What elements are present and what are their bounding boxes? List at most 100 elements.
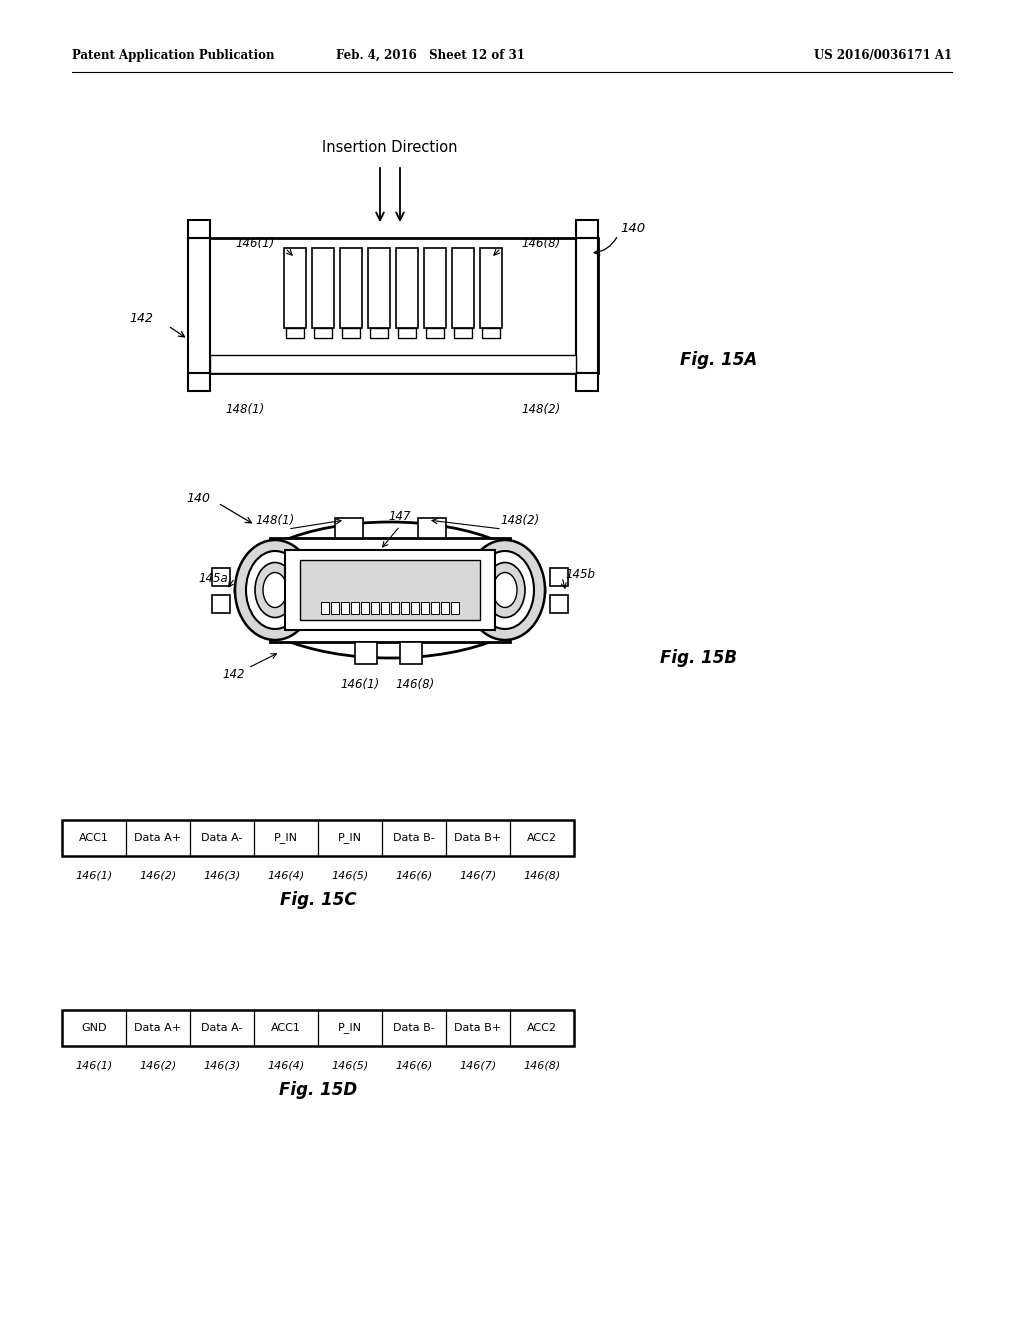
Text: P_IN: P_IN (338, 833, 362, 843)
Bar (335, 517, 362, 539)
Bar (370, 327, 388, 338)
Bar (411, 602, 419, 614)
Bar (351, 602, 359, 614)
Text: 146(8): 146(8) (523, 871, 560, 880)
Text: Fig. 15A: Fig. 15A (680, 351, 758, 370)
Bar (482, 327, 500, 338)
Text: Insertion Direction: Insertion Direction (323, 140, 458, 156)
Ellipse shape (263, 573, 287, 607)
Bar (312, 248, 334, 327)
Ellipse shape (234, 540, 315, 640)
Text: 146(4): 146(4) (267, 1061, 304, 1071)
Ellipse shape (234, 521, 545, 657)
Text: 148(2): 148(2) (500, 513, 540, 527)
Text: Patent Application Publication: Patent Application Publication (72, 49, 274, 62)
Text: 146(1): 146(1) (340, 678, 380, 690)
Text: 145b: 145b (565, 569, 595, 582)
Ellipse shape (465, 540, 545, 640)
Bar (284, 248, 306, 327)
Text: 148(1): 148(1) (225, 403, 264, 416)
Text: 146(7): 146(7) (460, 871, 497, 880)
Bar (480, 248, 502, 327)
Ellipse shape (255, 562, 295, 618)
Bar (212, 595, 230, 612)
Bar (426, 327, 444, 338)
Bar (431, 602, 439, 614)
Ellipse shape (493, 573, 517, 607)
Text: Data B-: Data B- (393, 1023, 435, 1034)
Text: 146(3): 146(3) (204, 1061, 241, 1071)
Bar (400, 642, 422, 664)
Text: 146(3): 146(3) (204, 871, 241, 880)
Bar (368, 248, 390, 327)
Text: 140: 140 (620, 222, 645, 235)
Bar (355, 642, 377, 664)
Bar (575, 238, 598, 374)
Bar (188, 374, 210, 391)
Bar (441, 602, 449, 614)
Text: Data B-: Data B- (393, 833, 435, 843)
Text: 146(5): 146(5) (332, 871, 369, 880)
Bar (575, 374, 598, 391)
Text: 142: 142 (129, 313, 153, 326)
Bar (210, 355, 575, 374)
Text: 145a: 145a (199, 572, 228, 585)
Bar (421, 602, 429, 614)
Text: GND: GND (81, 1023, 106, 1034)
Bar (321, 602, 329, 614)
Text: Feb. 4, 2016   Sheet 12 of 31: Feb. 4, 2016 Sheet 12 of 31 (336, 49, 524, 62)
Bar (341, 602, 349, 614)
Bar (342, 327, 360, 338)
Bar (62, 820, 574, 855)
Bar (188, 238, 210, 374)
Text: Data B+: Data B+ (455, 1023, 502, 1034)
Bar (300, 560, 480, 620)
Bar (361, 602, 369, 614)
Bar (62, 1010, 574, 1045)
Bar (401, 602, 409, 614)
Text: Data A+: Data A+ (134, 1023, 181, 1034)
Text: ACC2: ACC2 (527, 1023, 557, 1034)
Text: 142: 142 (222, 668, 245, 681)
Bar (212, 568, 230, 586)
Bar (418, 517, 446, 539)
Text: ACC1: ACC1 (79, 833, 109, 843)
Text: 148(1): 148(1) (256, 513, 295, 527)
Bar (285, 550, 495, 630)
Text: 146(7): 146(7) (460, 1061, 497, 1071)
Text: Data A+: Data A+ (134, 833, 181, 843)
Ellipse shape (476, 550, 534, 630)
Bar (340, 248, 362, 327)
Text: 148(2): 148(2) (522, 403, 561, 416)
Bar (454, 327, 472, 338)
Bar (451, 602, 459, 614)
Text: 146(5): 146(5) (332, 1061, 369, 1071)
Text: ACC1: ACC1 (271, 1023, 301, 1034)
Bar (398, 327, 416, 338)
Text: 146(1): 146(1) (76, 1061, 113, 1071)
Text: 146(8): 146(8) (521, 236, 560, 249)
Bar (270, 539, 510, 642)
Bar (188, 238, 598, 374)
Text: Fig. 15D: Fig. 15D (279, 1081, 357, 1100)
Text: Data B+: Data B+ (455, 833, 502, 843)
Text: 147: 147 (389, 510, 412, 523)
Bar (188, 220, 210, 238)
Text: Fig. 15B: Fig. 15B (660, 649, 737, 667)
Text: 146(1): 146(1) (236, 236, 275, 249)
Bar (452, 248, 474, 327)
Bar (391, 602, 399, 614)
Text: 146(6): 146(6) (395, 1061, 432, 1071)
Ellipse shape (485, 562, 525, 618)
Bar (424, 248, 446, 327)
Text: 146(4): 146(4) (267, 871, 304, 880)
Text: Fig. 15C: Fig. 15C (280, 891, 356, 909)
Text: 146(8): 146(8) (523, 1061, 560, 1071)
Text: 146(2): 146(2) (139, 871, 176, 880)
Bar (550, 595, 568, 612)
Text: ACC2: ACC2 (527, 833, 557, 843)
Text: P_IN: P_IN (274, 833, 298, 843)
Text: 140: 140 (186, 491, 210, 504)
Bar (396, 248, 418, 327)
Text: 146(8): 146(8) (395, 678, 434, 690)
